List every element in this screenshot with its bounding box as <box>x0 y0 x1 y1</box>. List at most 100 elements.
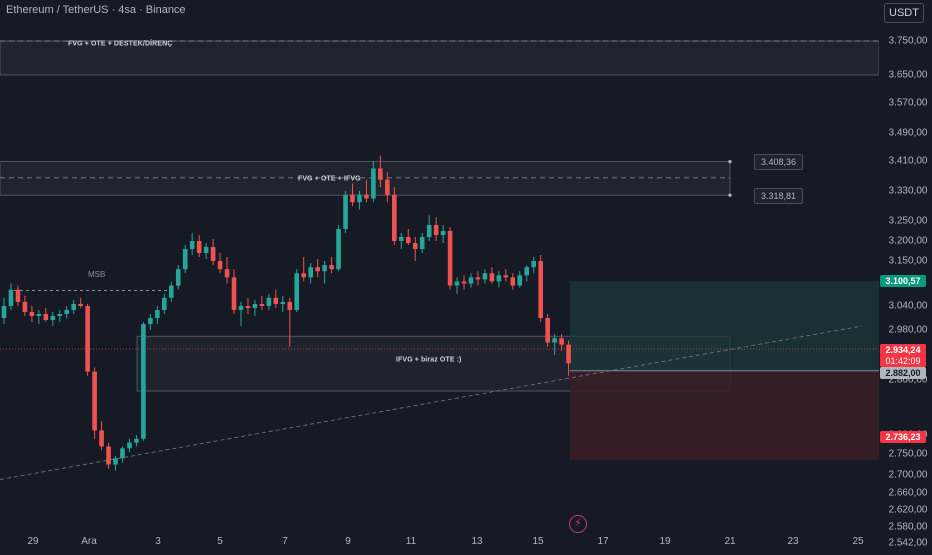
candle-body <box>50 316 56 320</box>
candle-body <box>475 277 481 280</box>
stop-loss-zone <box>570 370 879 460</box>
candle-body <box>196 241 202 253</box>
candle-body <box>510 277 516 286</box>
x-tick-label: 25 <box>852 536 864 547</box>
x-tick-label: Ara <box>81 536 97 547</box>
candle-body <box>545 318 550 343</box>
candle-body <box>141 324 146 439</box>
zone-mid-rect <box>0 161 731 196</box>
candle-body <box>559 338 564 345</box>
candle-body <box>531 261 537 268</box>
candle-body <box>440 231 446 235</box>
candle-body <box>426 225 432 237</box>
countdown-tag: 01:42:09 <box>880 355 926 367</box>
candle-body <box>175 269 181 286</box>
candle-body <box>259 303 265 306</box>
candle-body <box>78 303 83 306</box>
candle-body <box>378 168 383 180</box>
y-tick-label: 3.330,00 <box>888 185 928 197</box>
candle-body <box>364 194 369 199</box>
candle-body <box>210 247 216 261</box>
zone-label-mid: FVG + OTE + IFVG <box>298 175 361 183</box>
candle-body <box>566 344 571 364</box>
candle-body <box>468 277 474 284</box>
candle-body <box>350 194 355 203</box>
candle-body <box>92 371 97 431</box>
candle-body <box>343 194 348 229</box>
candle-body <box>189 241 195 249</box>
candle-body <box>252 303 258 308</box>
zone-label-low: IFVG + biraz OTE :) <box>396 356 462 364</box>
candle-body <box>57 314 63 316</box>
candle-body <box>454 281 460 286</box>
current-price-tag: 2.934,24 <box>880 344 926 356</box>
y-tick-label: 2.660,00 <box>888 487 928 499</box>
zone-label-top: FVG + OTE + DESTEK/DİRENÇ <box>68 40 173 48</box>
candle-body <box>85 306 90 372</box>
candle-body <box>127 442 132 449</box>
candle-body <box>294 273 300 310</box>
y-tick-label: 3.150,00 <box>888 255 928 267</box>
y-tick-label: 2.750,00 <box>888 448 928 460</box>
y-tick-label: 3.200,00 <box>888 235 928 247</box>
candle-body <box>22 301 28 312</box>
candle-body <box>43 314 49 320</box>
candle-body <box>447 231 453 286</box>
candle-body <box>538 261 543 318</box>
candle-body <box>168 285 174 298</box>
candle-body <box>322 265 327 272</box>
y-tick-label: 2.860,00 <box>888 374 928 386</box>
candle-body <box>106 446 111 465</box>
x-tick-label: 23 <box>787 536 799 547</box>
candle-body <box>99 430 104 447</box>
x-tick-label: 13 <box>471 536 483 547</box>
candle-body <box>336 229 341 270</box>
candle-body <box>217 261 223 270</box>
candle-body <box>496 275 502 282</box>
x-tick-label: 3 <box>155 536 161 547</box>
x-tick-label: 9 <box>345 536 351 547</box>
candle-body <box>273 297 279 304</box>
candle-body <box>280 301 286 304</box>
x-tick-label: 19 <box>659 536 671 547</box>
candle-body <box>433 225 439 235</box>
y-tick-label: 2.620,00 <box>888 504 928 516</box>
y-tick-label: 3.410,00 <box>888 155 928 167</box>
x-tick-label: 21 <box>724 536 736 547</box>
candle-body <box>371 168 376 199</box>
y-tick-label: 3.650,00 <box>888 69 928 81</box>
take-profit-zone <box>570 281 879 371</box>
y-tick-label: 2.700,00 <box>888 469 928 481</box>
candle-body <box>357 194 362 203</box>
candle-body <box>155 310 160 318</box>
candle-body <box>419 237 425 249</box>
y-tick-label: 3.490,00 <box>888 127 928 139</box>
candle-body <box>315 267 320 272</box>
candle-body <box>461 281 467 284</box>
candle-body <box>308 267 313 278</box>
candle-body <box>524 267 530 276</box>
take-profit-tag: 3.100,57 <box>880 275 926 287</box>
candle-body <box>36 314 42 316</box>
candle-body <box>503 275 509 278</box>
candle-body <box>238 306 244 310</box>
candle-body <box>231 277 237 310</box>
candle-body <box>552 338 557 343</box>
box-price-upper: 3.408,36 <box>754 154 804 170</box>
candle-body <box>398 237 404 241</box>
candle-body <box>482 273 488 280</box>
candle-body <box>71 303 76 310</box>
box-price-lower: 3.318,81 <box>754 188 804 204</box>
candle-body <box>266 297 272 306</box>
currency-button[interactable]: USDT <box>884 3 924 23</box>
candle-body <box>287 301 293 310</box>
x-tick-label: 5 <box>217 536 223 547</box>
chart-title: Ethereum / TetherUS · 4sa · Binance <box>6 4 186 16</box>
x-tick-label: 17 <box>597 536 609 547</box>
box-marker-upper <box>728 160 732 164</box>
lightning-icon[interactable]: ⚡ <box>569 515 587 533</box>
candle-body <box>489 273 495 282</box>
y-tick-label: 3.250,00 <box>888 215 928 227</box>
